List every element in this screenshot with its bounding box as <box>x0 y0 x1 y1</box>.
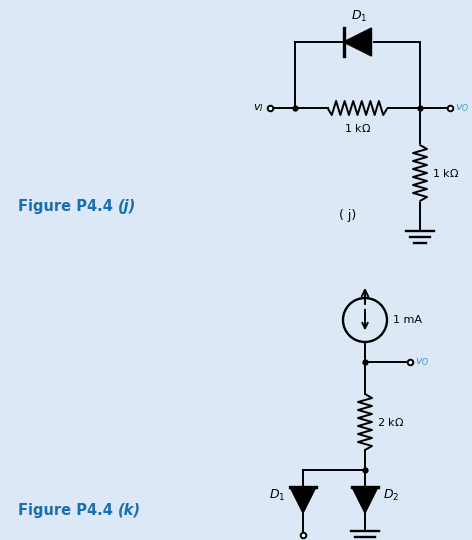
Text: $D_1$: $D_1$ <box>351 9 368 24</box>
Text: $D_2$: $D_2$ <box>383 488 399 503</box>
Text: 1 k$\Omega$: 1 k$\Omega$ <box>344 122 371 134</box>
Text: 1 k$\Omega$: 1 k$\Omega$ <box>432 167 459 179</box>
Text: $D_1$: $D_1$ <box>269 488 285 503</box>
Text: $v_O$: $v_O$ <box>415 356 430 368</box>
Text: 2 k$\Omega$: 2 k$\Omega$ <box>377 416 404 428</box>
Text: 1 mA: 1 mA <box>393 315 422 325</box>
Text: $v_O$: $v_O$ <box>455 102 469 114</box>
Text: Figure P4.4: Figure P4.4 <box>18 503 113 517</box>
Polygon shape <box>344 28 371 56</box>
Text: (j): (j) <box>118 199 136 214</box>
Text: (k): (k) <box>118 503 141 517</box>
Text: Figure P4.4: Figure P4.4 <box>18 199 113 214</box>
Text: ( j): ( j) <box>339 208 356 221</box>
Polygon shape <box>352 487 378 513</box>
Polygon shape <box>290 487 316 513</box>
Text: $v_I$: $v_I$ <box>253 102 264 114</box>
